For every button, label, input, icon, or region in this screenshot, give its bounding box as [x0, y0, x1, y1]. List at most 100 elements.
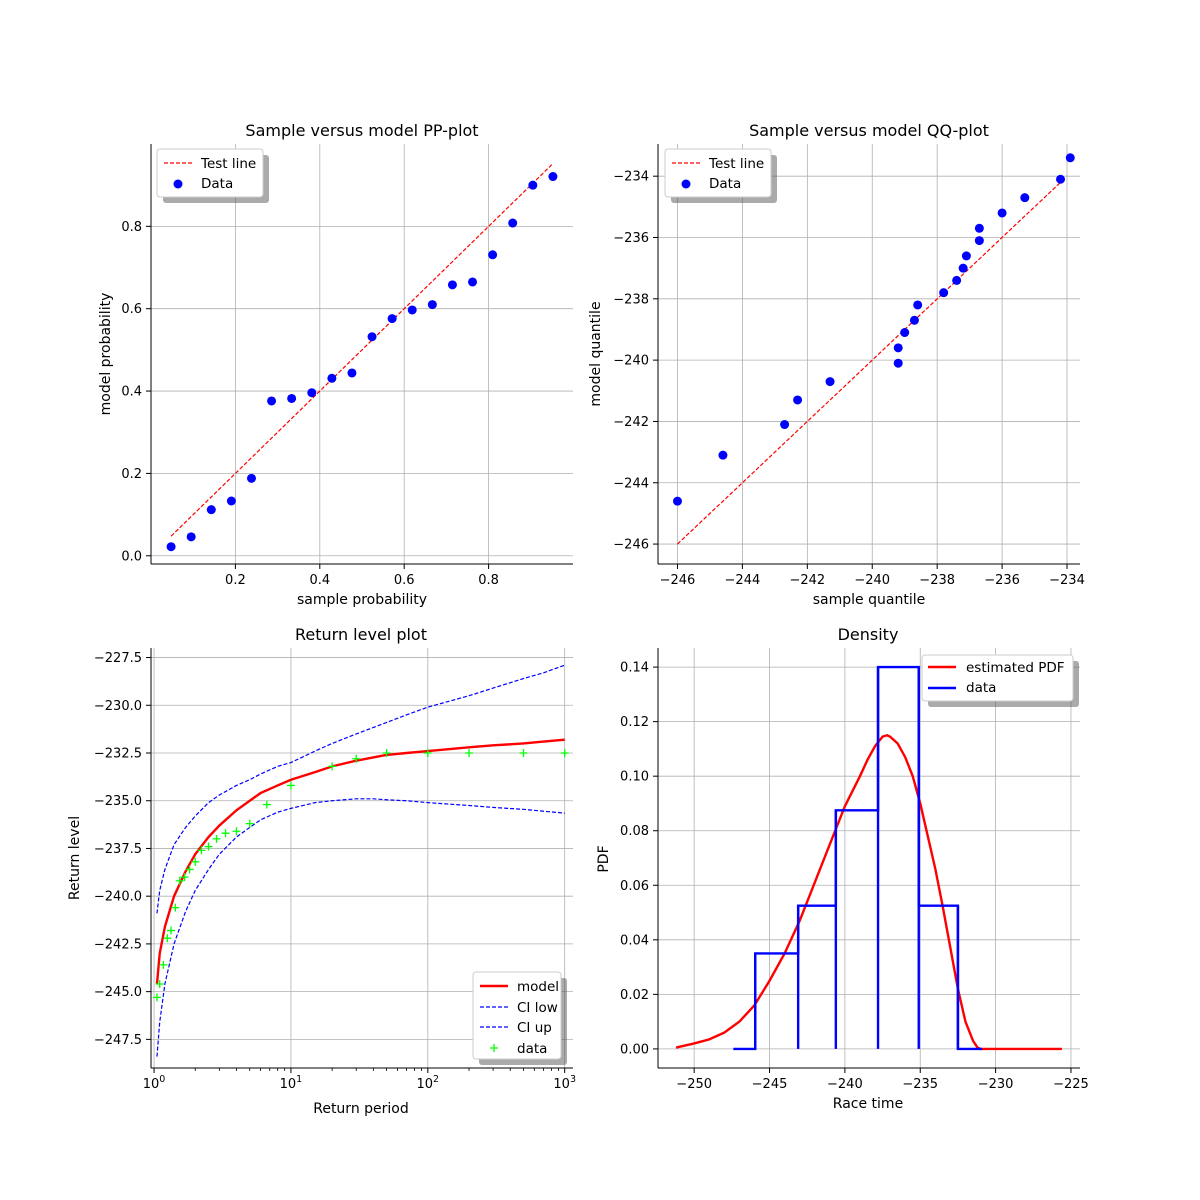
density-y-tick-label-6: 0.12: [620, 715, 649, 730]
rl-legend-data-swatch: [490, 1044, 498, 1052]
rl-data-marker-9: [191, 857, 200, 866]
qq-x-tick-label-1: −244: [725, 573, 761, 588]
pp-data-point-0: [166, 542, 176, 552]
pp-data-point-17: [508, 218, 518, 228]
qq-data-point-16: [997, 208, 1007, 218]
pp-y-tick-label-0: 0.0: [121, 549, 142, 564]
density-y-tick-label-3: 0.06: [620, 879, 649, 894]
qq-data-point-9: [913, 300, 923, 310]
pp-legend-test-line-label: Test line: [200, 156, 256, 172]
rl-x-tick-label-2: 102: [417, 1074, 440, 1092]
qq-data-point-10: [939, 288, 949, 298]
qq-y-tick-label-6: −234: [613, 170, 649, 185]
qq-data-point-14: [974, 236, 984, 246]
pp-x-tick-label-0: 0.2: [225, 573, 246, 588]
rl-data-marker-14: [232, 827, 241, 836]
rl-data-marker-1: [155, 980, 164, 988]
qq-grid: [658, 144, 1080, 564]
qq-data-point-1: [718, 450, 728, 460]
pp-y-axis-label: model probability: [98, 293, 114, 416]
rl-x-axis-label: Return period: [313, 1101, 409, 1117]
pp-y-tick-label-1: 0.2: [121, 467, 142, 482]
rl-series: [152, 664, 569, 1057]
pp-data-point-10: [367, 332, 377, 342]
pp-series-0-line: [170, 163, 554, 537]
qq-data-point-6: [893, 343, 903, 353]
pp-axes: 0.2 0.4 0.6 0.8 0.0 0.2 0.4 0.6 0.8: [121, 144, 573, 588]
qq-legend-data-label: Data: [709, 176, 741, 192]
density-legend: estimated PDF data: [921, 654, 1079, 707]
rl-data-marker-4: [167, 926, 176, 935]
qq-data-point-3: [793, 395, 803, 405]
qq-x-tick-label-0: −246: [660, 573, 696, 588]
pp-data-point-15: [468, 277, 478, 287]
density-x-tick-label-1: −245: [752, 1077, 788, 1092]
rl-x-tick-label-1: 101: [280, 1074, 303, 1092]
pp-data-point-18: [528, 180, 538, 190]
rl-x-tick-label-3: 103: [553, 1074, 576, 1092]
density-legend-data-label: data: [966, 680, 996, 696]
rl-legend-data-label: data: [517, 1041, 547, 1057]
pp-x-axis-label: sample probability: [297, 592, 427, 608]
qq-y-axis-label: model quantile: [588, 301, 604, 406]
qq-data-point-2: [780, 420, 790, 430]
pp-data-point-8: [327, 373, 337, 383]
density-series: [675, 665, 1062, 1051]
density-y-tick-label-4: 0.08: [620, 824, 649, 839]
density-legend-box: [921, 654, 1074, 702]
rl-data-marker-3: [163, 934, 172, 943]
pp-data-point-11: [387, 314, 397, 324]
rl-y-tick-label-1: −245.0: [94, 985, 142, 1000]
rl-y-tick-label-5: −235.0: [94, 794, 142, 809]
qq-y-tick-label-5: −236: [613, 231, 649, 246]
density-y-tick-label-1: 0.02: [620, 988, 649, 1003]
pp-data-point-1: [186, 532, 196, 542]
density-plot-title: Density: [838, 625, 899, 644]
pp-data-point-5: [267, 396, 277, 406]
density-x-tick-label-3: −235: [902, 1077, 938, 1092]
rl-data-marker-0: [152, 993, 161, 1002]
density-axes: −250 −245 −240 −235 −230 −225 0.00 0.02 0.04 0.06…: [620, 648, 1089, 1092]
rl-data-marker-13: [221, 829, 230, 838]
qq-plot-panel: −246 −244 −242 −240 −238 −236 −234 −246 −244 −242…: [588, 121, 1085, 608]
rl-y-tick-label-8: −227.5: [94, 651, 142, 666]
qq-legend: Test line Data: [664, 148, 777, 203]
pp-data-point-2: [206, 505, 216, 515]
density-x-tick-label-2: −240: [827, 1077, 863, 1092]
pp-data-point-13: [427, 300, 437, 310]
rl-data-marker-15: [245, 819, 254, 828]
qq-x-tick-label-6: −234: [1049, 573, 1085, 588]
qq-data-point-15: [974, 223, 984, 233]
qq-axes: −246 −244 −242 −240 −238 −236 −234 −246 −244 −242…: [613, 144, 1085, 588]
rl-legend: model CI low CI up data: [472, 971, 567, 1065]
rl-data-marker-6: [175, 876, 184, 885]
rl-data-marker-23: [519, 749, 528, 757]
qq-data-point-5: [893, 358, 903, 368]
qq-y-tick-label-1: −244: [613, 476, 649, 491]
qq-data-point-7: [900, 328, 910, 338]
rl-data-marker-17: [286, 781, 295, 790]
density-y-axis-label: PDF: [596, 845, 612, 872]
qq-legend-box: [664, 148, 772, 198]
rl-data-marker-7: [180, 873, 189, 882]
rl-data-marker-16: [262, 800, 271, 809]
rl-y-tick-label-4: −237.5: [94, 842, 142, 857]
qq-data-point-17: [1020, 193, 1030, 203]
pp-x-tick-label-1: 0.4: [309, 573, 330, 588]
density-x-tick-label-4: −230: [978, 1077, 1014, 1092]
qq-x-tick-label-5: −236: [984, 573, 1020, 588]
pp-y-tick-label-4: 0.8: [121, 220, 142, 235]
qq-y-tick-label-0: −246: [613, 538, 649, 553]
rl-data-marker-8: [185, 865, 194, 874]
rl-legend-model-label: model: [517, 979, 559, 995]
qq-x-tick-label-4: −238: [919, 573, 955, 588]
pp-x-tick-label-2: 0.6: [394, 573, 415, 588]
rl-legend-box: [472, 971, 562, 1060]
rl-data-marker-22: [465, 749, 474, 757]
pp-plot-panel: 0.2 0.4 0.6 0.8 0.0 0.2 0.4 0.6 0.8 Sample versu…: [98, 121, 573, 608]
density-y-tick-label-2: 0.04: [620, 933, 649, 948]
qq-y-tick-label-2: −242: [613, 415, 649, 430]
pp-data-point-16: [488, 250, 498, 260]
pp-data-point-4: [246, 473, 256, 483]
density-y-tick-label-5: 0.10: [620, 770, 649, 785]
